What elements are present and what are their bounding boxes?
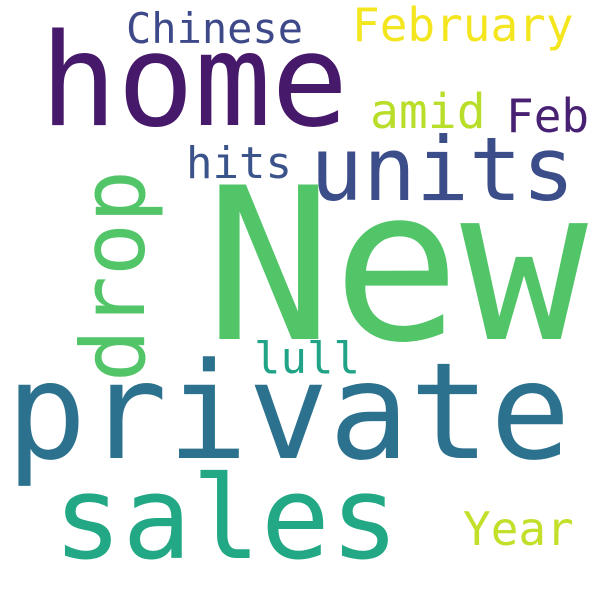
word-sales: sales	[53, 452, 400, 586]
word-february: February	[352, 0, 574, 52]
word-private: private	[6, 334, 571, 490]
word-units: units	[310, 118, 575, 221]
word-lull: lull	[254, 333, 360, 384]
word-chinese: Chinese	[126, 4, 304, 53]
word-hits: hits	[186, 138, 292, 189]
word-drop: drop	[62, 170, 165, 382]
word-feb: Feb	[506, 89, 590, 143]
word-amid: amid	[370, 84, 486, 140]
word-new: New	[205, 142, 588, 389]
word-year: Year	[463, 502, 574, 556]
word-home: home	[40, 7, 349, 156]
